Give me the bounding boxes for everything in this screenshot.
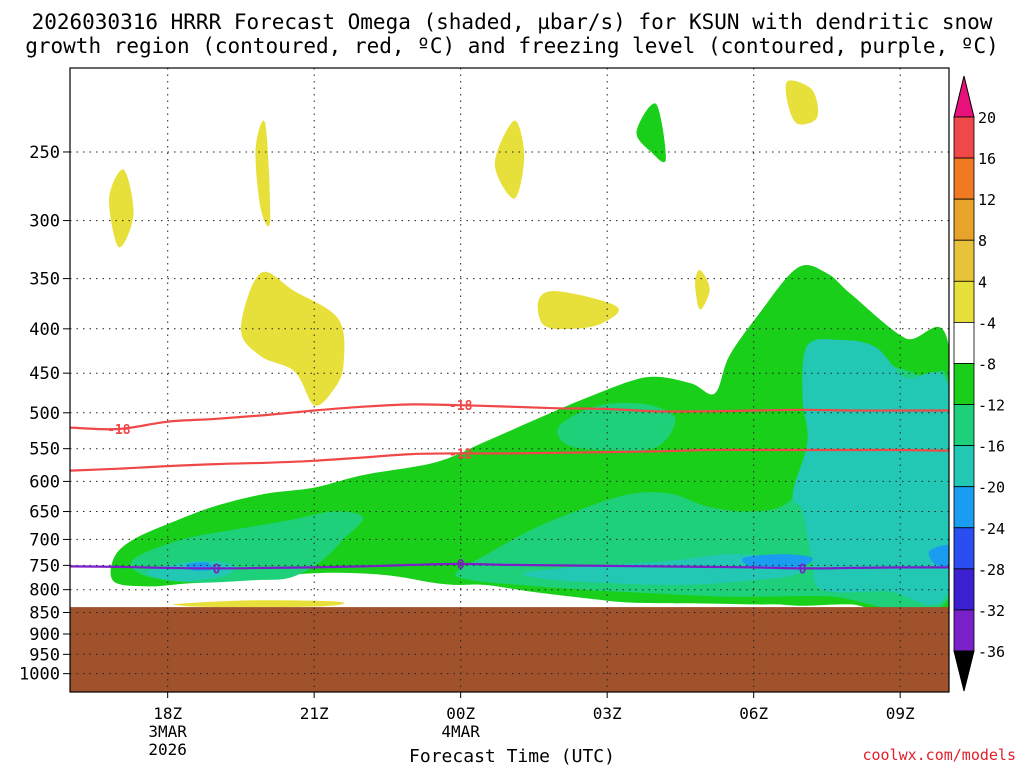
colorbar-top-arrow [953, 75, 975, 118]
omega-region-11 [109, 169, 134, 248]
omega-region-16 [695, 269, 710, 310]
colorbar-label-2: 12 [978, 191, 996, 209]
colorbar-segment-1 [953, 157, 975, 200]
colorbar-bottom-arrow [953, 650, 975, 692]
colorbar-segment-12 [953, 609, 975, 652]
x-tick-label-06Z: 06Z [739, 704, 768, 723]
x-tick-year-18Z: 2026 [148, 740, 187, 759]
colorbar-segment-6 [953, 363, 975, 405]
y-tick-label-600: 600 [29, 472, 60, 492]
colorbar-label-6: -8 [978, 355, 996, 373]
x-tick-date-00Z: 4MAR [441, 722, 480, 741]
y-tick-label-900: 900 [29, 625, 60, 645]
colorbar-segment-3 [953, 239, 975, 282]
colorbar-segment-0 [953, 116, 975, 159]
x-tick-label-18Z: 18Z [153, 704, 182, 723]
x-tick-label-09Z: 09Z [886, 704, 915, 723]
colorbar-segment-9 [953, 486, 975, 529]
x-tick-date-18Z: 3MAR [148, 722, 187, 741]
contour-line--18-0 [70, 403, 949, 431]
omega-region-9 [928, 545, 949, 568]
omega-region-19 [636, 103, 666, 163]
omega-region-14 [494, 120, 525, 199]
colorbar-segment-11 [953, 568, 975, 611]
contour-label--12-0: -12 [449, 447, 472, 462]
y-tick-label-850: 850 [29, 603, 60, 623]
y-tick-label-400: 400 [29, 320, 60, 340]
y-tick-label-800: 800 [29, 581, 60, 601]
x-tick-label-21Z: 21Z [300, 704, 329, 723]
y-tick-label-300: 300 [29, 212, 60, 232]
y-tick-label-700: 700 [29, 530, 60, 550]
y-tick-label-650: 650 [29, 503, 60, 523]
colorbar-segment-2 [953, 198, 975, 241]
omega-region-13 [240, 271, 345, 406]
y-tick-label-550: 550 [29, 440, 60, 460]
y-tick-label-950: 950 [29, 645, 60, 665]
ground-terrain [70, 607, 949, 692]
x-tick-label-03Z: 03Z [593, 704, 622, 723]
contour-line-0-9 [70, 562, 949, 570]
temperature-contours: -18 -18 -12 0 0 0 [70, 399, 949, 577]
colorbar-segment-7 [953, 404, 975, 447]
y-tick-label-500: 500 [29, 404, 60, 424]
y-tick-label-1000: 1000 [19, 665, 60, 685]
contour-label-0-0: 0 [213, 562, 221, 577]
colorbar-label-1: 16 [978, 150, 996, 168]
colorbar-label-5: -4 [978, 314, 996, 332]
colorbar-label-0: 20 [978, 109, 996, 127]
colorbar-label-3: 8 [978, 232, 987, 250]
x-axis-title: Forecast Time (UTC) [409, 746, 615, 767]
omega-shaded-regions [109, 80, 949, 626]
colorbar-label-8: -16 [978, 438, 1005, 456]
contour-label-0-1: 0 [457, 558, 465, 573]
omega-region-18 [172, 600, 345, 608]
x-tick-label-00Z: 00Z [446, 704, 475, 723]
colorbar-segment-8 [953, 445, 975, 488]
y-tick-label-450: 450 [29, 364, 60, 384]
colorbar-label-13: -36 [978, 643, 1005, 661]
colorbar-segment-5 [953, 321, 975, 364]
pressure-axis: 2503003504004505005506006507007508008509… [19, 143, 70, 685]
colorbar-label-9: -20 [978, 479, 1005, 497]
contour-line--12-1 [70, 448, 949, 472]
omega-region-12 [255, 120, 271, 227]
omega-region-17 [785, 80, 819, 125]
colorbar-segment-4 [953, 280, 975, 323]
colorbar-label-10: -24 [978, 520, 1005, 538]
colorbar-label-12: -32 [978, 602, 1005, 620]
y-tick-label-750: 750 [29, 556, 60, 576]
contour-label--18-0: -18 [107, 423, 131, 438]
chart-title-line-2: growth region (contoured, red, ºC) and f… [25, 34, 999, 58]
contour-label--18-1: -18 [449, 399, 473, 414]
credit-text: coolwx.com/models [862, 746, 1016, 764]
contour-label-0-2: 0 [799, 562, 807, 577]
colorbar-label-4: 4 [978, 273, 987, 291]
y-tick-label-250: 250 [29, 143, 60, 163]
colorbar-segment-10 [953, 527, 975, 570]
colorbar-label-7: -12 [978, 397, 1005, 415]
colorbar-label-11: -28 [978, 561, 1005, 579]
grid-lines [70, 68, 949, 692]
omega-region-5 [522, 554, 808, 585]
omega-colorbar: 20 16 12 8 4 -4 -8 -12 -16 -20 -24 -28 -32 -36 [953, 75, 1005, 692]
plot-frame [69, 67, 950, 693]
omega-region-3 [557, 402, 676, 451]
y-tick-label-350: 350 [29, 270, 60, 290]
omega-region-15 [537, 291, 619, 330]
omega-region-4 [792, 338, 949, 605]
chart-title-line-1: 2026030316 HRRR Forecast Omega (shaded, … [31, 10, 993, 34]
